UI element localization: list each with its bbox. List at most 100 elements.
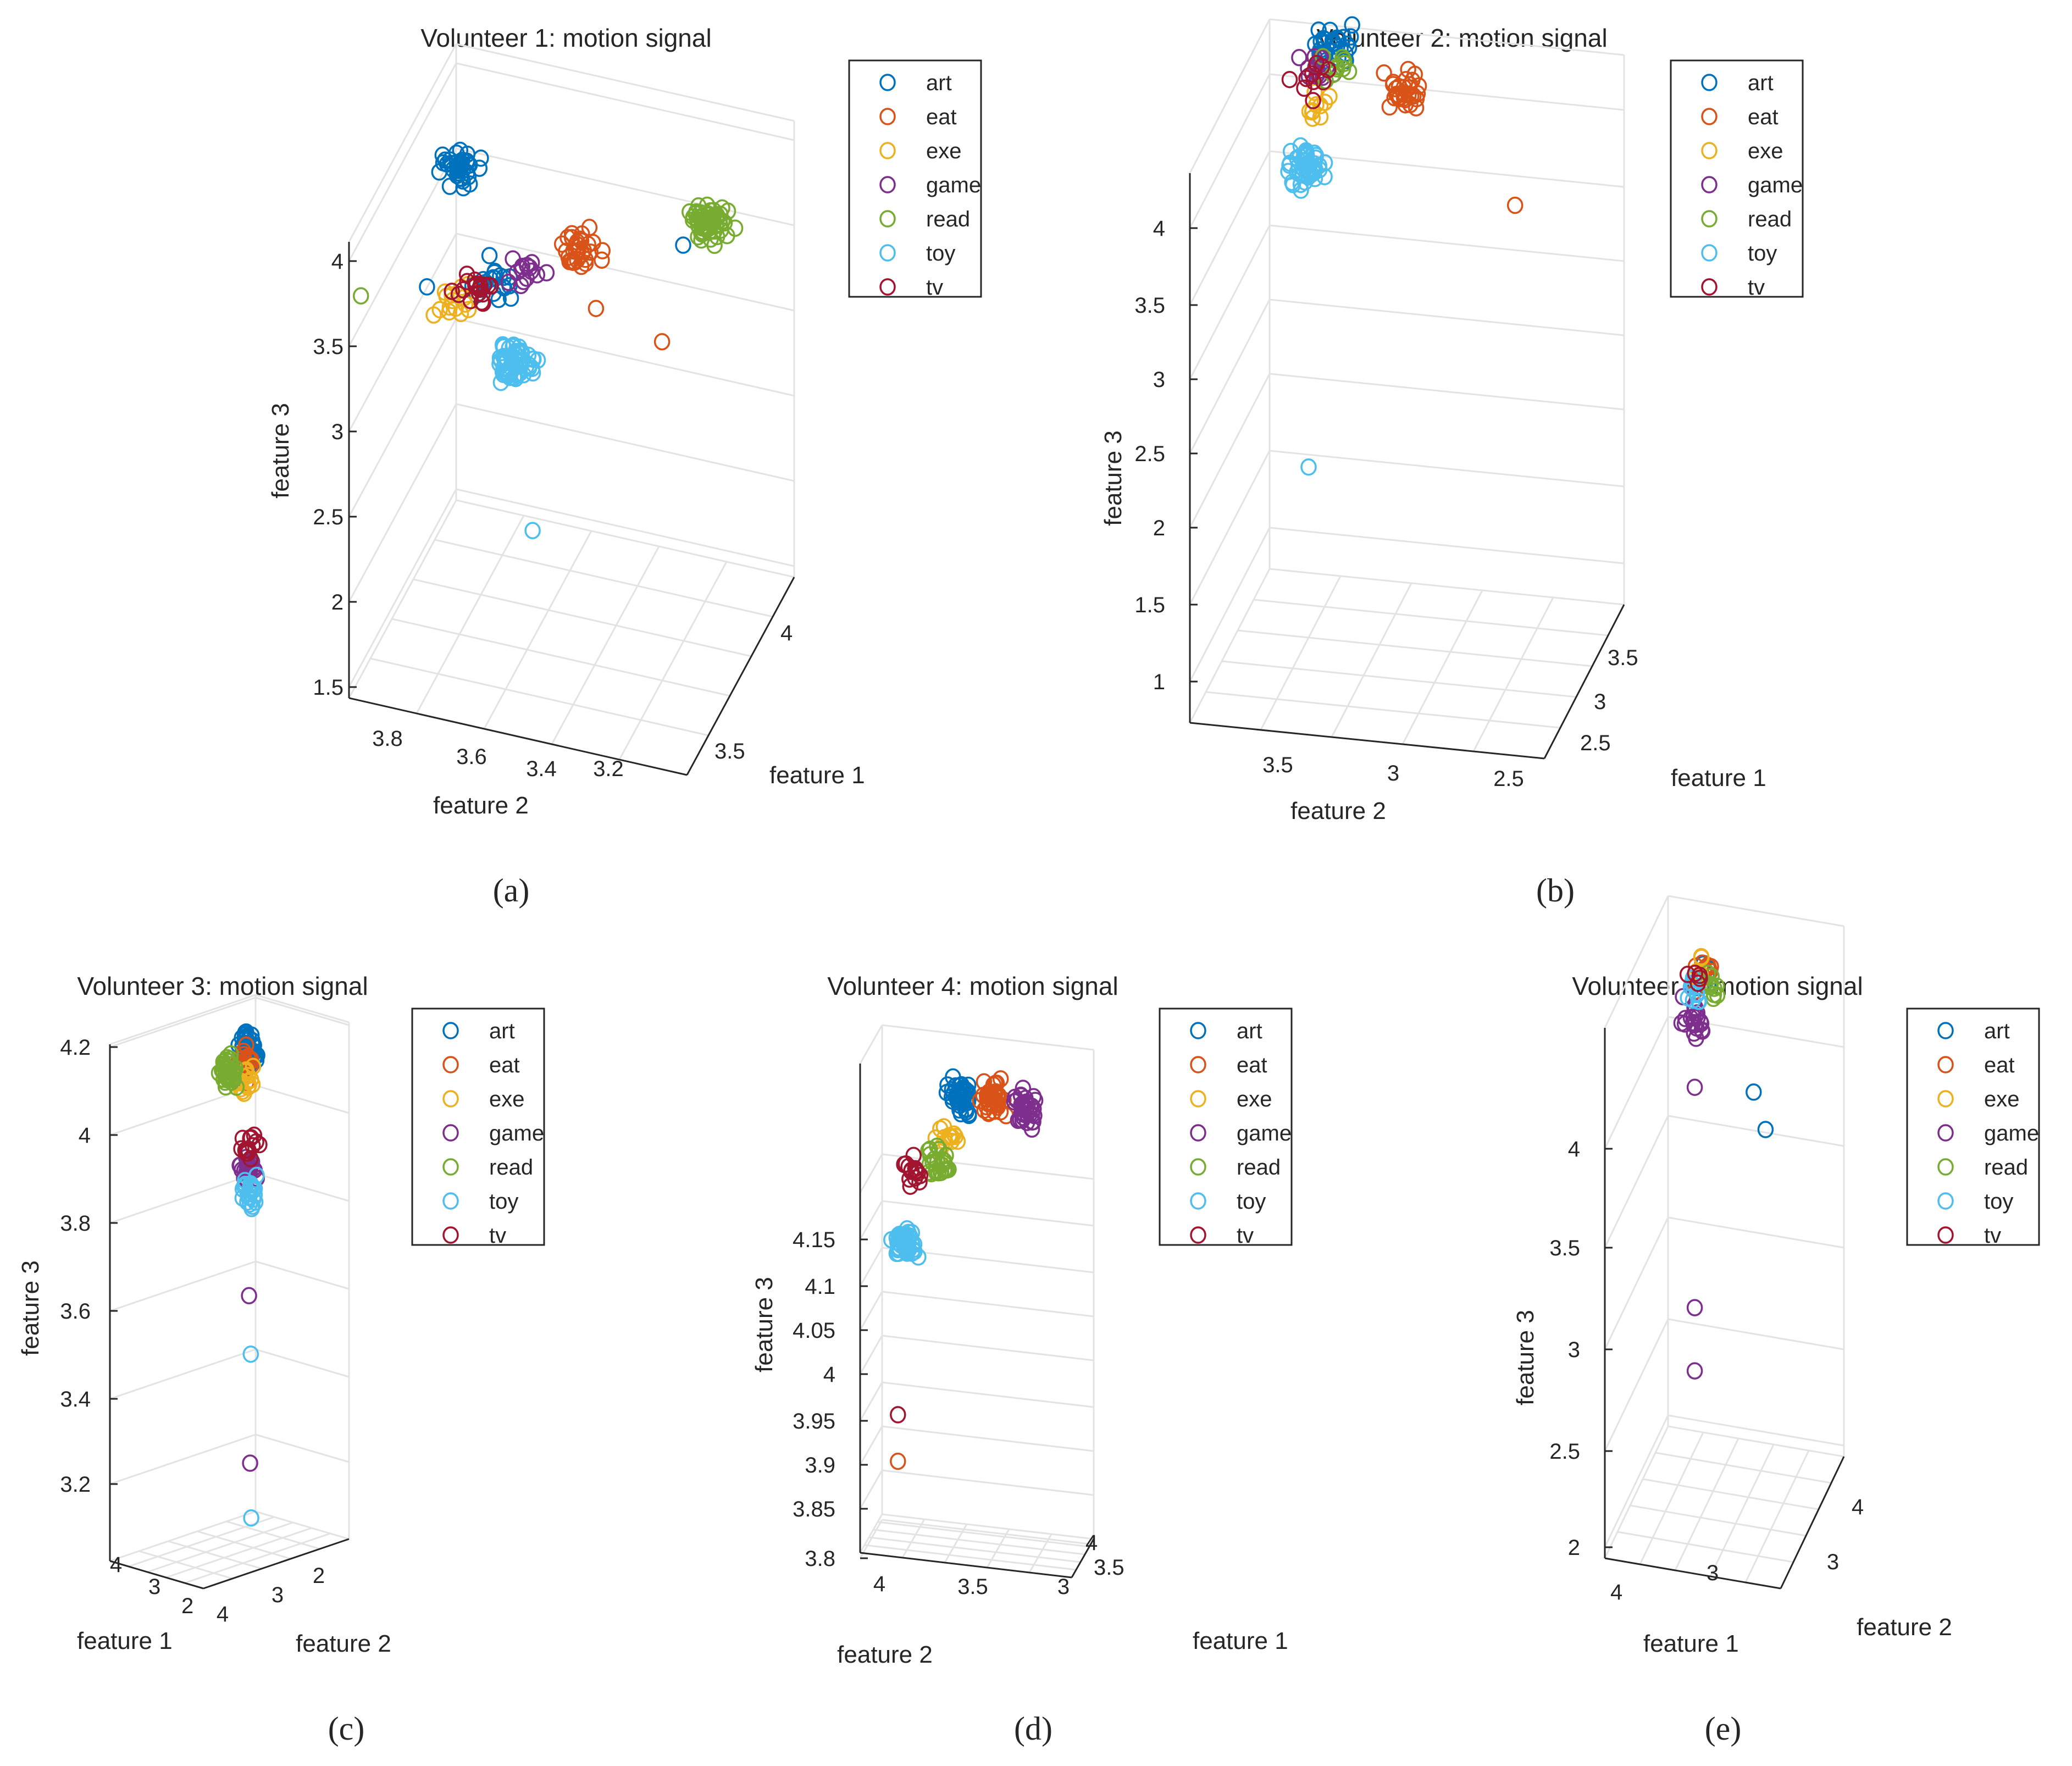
point-toy bbox=[239, 1185, 256, 1203]
point-toy bbox=[895, 1227, 911, 1245]
axes bbox=[859, 1064, 1095, 1579]
point-art bbox=[945, 1068, 961, 1086]
grid-line bbox=[456, 62, 795, 141]
grid-line bbox=[348, 489, 457, 688]
legend-label-read: read bbox=[926, 207, 970, 231]
grid-line bbox=[348, 43, 457, 242]
grid-line bbox=[1401, 590, 1483, 745]
panel-label: (b) bbox=[1536, 872, 1575, 909]
point-eat bbox=[976, 1101, 993, 1119]
legend: art eat exe game read toy tv bbox=[1906, 1007, 2040, 1248]
point-game bbox=[1685, 1014, 1702, 1032]
grid-line bbox=[109, 994, 256, 1045]
legend-label-exe: exe bbox=[1984, 1087, 2020, 1111]
z-tick-label: 3.8 bbox=[805, 1547, 835, 1571]
point-toy bbox=[242, 1345, 259, 1363]
axes bbox=[109, 1044, 350, 1590]
point-game bbox=[1291, 49, 1308, 67]
point-game bbox=[529, 266, 546, 284]
point-art bbox=[481, 247, 498, 264]
grid-line bbox=[859, 1291, 883, 1331]
grid-line bbox=[1269, 527, 1625, 564]
z-tick-label: 3.5 bbox=[1134, 294, 1165, 318]
chart-panel-1: Volunteer 1: motion signal 1.5 2 2.5 3 3.5 4 3.… bbox=[267, 24, 982, 909]
grid-line bbox=[1604, 1016, 1669, 1149]
legend-box bbox=[1159, 1007, 1293, 1246]
point-art bbox=[675, 236, 691, 254]
grid-line bbox=[1189, 151, 1271, 306]
f1-tick-label: 2 bbox=[181, 1594, 193, 1618]
grid-line bbox=[1667, 1414, 1844, 1447]
legend-box bbox=[848, 59, 982, 298]
legend-box bbox=[1906, 1007, 2040, 1246]
f1-tick-label: 3.5 bbox=[714, 739, 745, 763]
legend-label-toy: toy bbox=[1237, 1189, 1266, 1214]
x-axis-label: feature 1 bbox=[1643, 1630, 1739, 1657]
point-game bbox=[500, 273, 517, 291]
legend-label-eat: eat bbox=[1237, 1053, 1267, 1077]
point-read bbox=[223, 1073, 240, 1091]
z-axis-label: feature 3 bbox=[1100, 430, 1127, 526]
grid-line bbox=[944, 1524, 968, 1563]
legend: art eat exe game read toy tv bbox=[411, 1007, 545, 1248]
grid-line bbox=[1189, 225, 1271, 380]
grid-line bbox=[882, 1291, 1094, 1317]
point-exe bbox=[1312, 108, 1329, 126]
z-tick-label: 4 bbox=[331, 250, 344, 274]
legend-label-art: art bbox=[489, 1019, 515, 1043]
legend: art eat exe game read toy tv bbox=[1159, 1007, 1293, 1248]
point-eat bbox=[978, 1098, 995, 1116]
grid-line bbox=[255, 994, 350, 1023]
point-art bbox=[1757, 1121, 1774, 1138]
z-tick-label: 1.5 bbox=[1134, 593, 1165, 617]
chart-panel-3: Volunteer 3: motion signal 3.2 3.4 3.6 3.8 4 4… bbox=[17, 972, 545, 1747]
point-tv bbox=[467, 278, 484, 296]
grid-line bbox=[1604, 1426, 1669, 1559]
point-art bbox=[431, 163, 448, 181]
grid-line bbox=[1744, 1450, 1810, 1583]
point-eat bbox=[1388, 80, 1404, 98]
legend-marker-art bbox=[879, 74, 896, 91]
x-axis-line bbox=[1189, 722, 1545, 760]
point-tv bbox=[902, 1177, 919, 1195]
point-tv bbox=[1305, 92, 1321, 109]
legend-marker-read bbox=[1190, 1158, 1206, 1176]
y-axis-line bbox=[686, 577, 795, 776]
point-toy bbox=[524, 522, 541, 540]
z-tick-label: 2.5 bbox=[1549, 1440, 1580, 1464]
z-tick-label: 3.9 bbox=[805, 1453, 835, 1477]
legend-marker-read bbox=[1701, 210, 1718, 228]
legend-label-game: game bbox=[1984, 1121, 2039, 1145]
grid-line bbox=[456, 147, 795, 226]
y-axis-label: feature 2 bbox=[296, 1630, 391, 1657]
grid-line bbox=[1189, 74, 1271, 229]
point-toy bbox=[241, 1195, 258, 1213]
point-art bbox=[1328, 29, 1345, 47]
legend-label-toy: toy bbox=[926, 241, 955, 265]
point-toy bbox=[518, 357, 535, 375]
grid-line bbox=[1269, 450, 1625, 488]
axes bbox=[1189, 173, 1625, 760]
z-tick-label: 3 bbox=[331, 420, 344, 444]
grid-line bbox=[456, 43, 795, 122]
grid-line bbox=[456, 499, 795, 578]
point-tv bbox=[246, 1126, 263, 1144]
point-toy bbox=[898, 1244, 915, 1261]
point-toy bbox=[1284, 176, 1301, 193]
data-points bbox=[883, 1068, 1044, 1470]
point-eat bbox=[588, 300, 605, 317]
grid-line bbox=[109, 1348, 256, 1400]
point-toy bbox=[1300, 458, 1317, 476]
point-read bbox=[702, 230, 719, 248]
grid-line bbox=[1604, 1217, 1669, 1350]
point-exe bbox=[460, 301, 477, 318]
point-art bbox=[243, 1026, 260, 1044]
legend-marker-exe bbox=[1701, 142, 1718, 159]
grid-line bbox=[882, 1381, 1094, 1408]
grid-line bbox=[255, 997, 350, 1026]
point-exe bbox=[1304, 103, 1321, 121]
point-game bbox=[505, 250, 521, 268]
grid bbox=[348, 43, 795, 760]
z-tick-label: 3.8 bbox=[60, 1211, 91, 1236]
